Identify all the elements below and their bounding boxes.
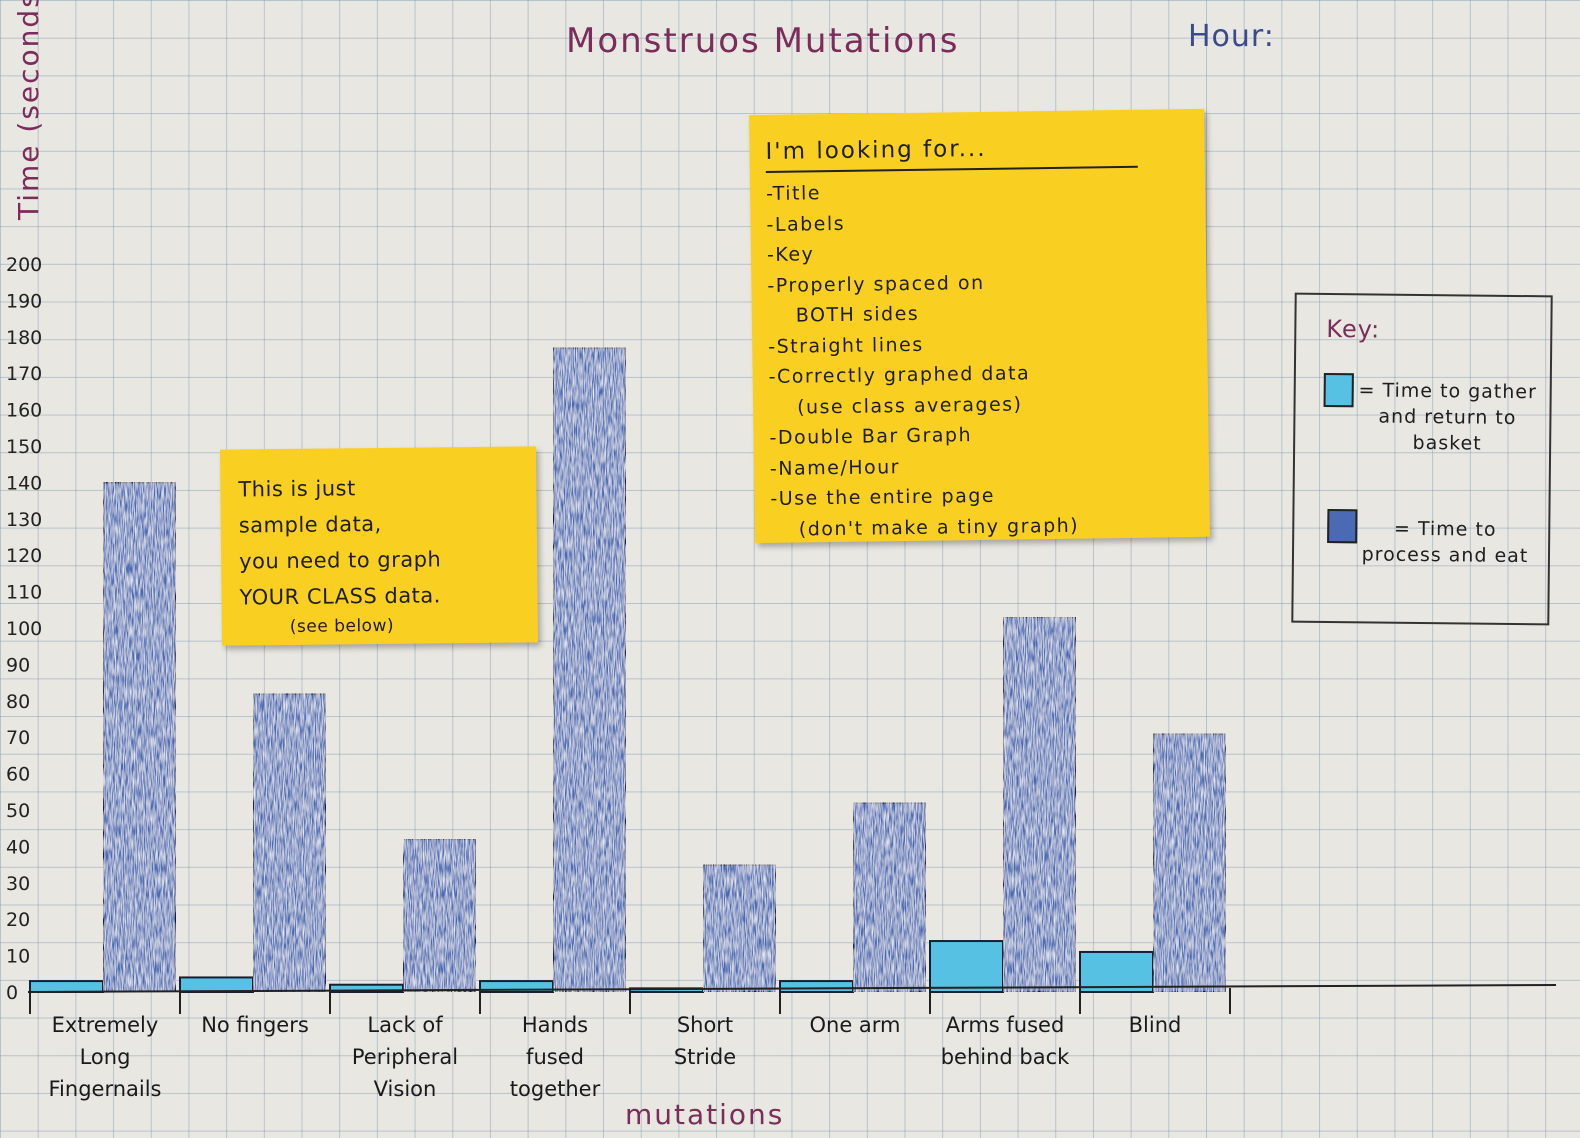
bar-process-2 xyxy=(402,838,477,993)
sample-note-line: you need to graph xyxy=(239,547,442,574)
criteria-item: (don't make a tiny graph) xyxy=(798,514,1080,541)
bars-group xyxy=(29,346,1227,994)
chart-title: Monstruos Mutations xyxy=(566,21,959,61)
bar-gather-0 xyxy=(29,980,104,994)
key-label-gather: = Time to gather and return to basket xyxy=(1358,379,1537,455)
category-label: Hands xyxy=(522,1013,588,1037)
y-tick-label: 170 xyxy=(6,363,42,385)
category-label: fused xyxy=(526,1045,584,1069)
y-tick-label: 70 xyxy=(6,727,30,749)
y-tick-label: 150 xyxy=(6,436,42,458)
chart-key: Key: = Time to gather and return to bask… xyxy=(1291,292,1553,626)
category-label: Fingernails xyxy=(49,1077,162,1101)
category-label: together xyxy=(510,1077,601,1101)
sample-note-footnote: (see below) xyxy=(289,615,395,637)
bar-gather-6 xyxy=(929,940,1004,993)
sample-note-line: sample data, xyxy=(238,511,382,538)
bar-process-7 xyxy=(1152,732,1227,993)
y-tick-label: 180 xyxy=(6,327,42,349)
category-label: Long xyxy=(80,1045,131,1069)
y-tick-label: 60 xyxy=(6,764,30,786)
sample-note-line: This is just xyxy=(238,476,356,502)
bar-process-1 xyxy=(252,692,327,994)
bar-gather-1 xyxy=(179,976,254,994)
y-tick-label: 100 xyxy=(6,618,42,640)
key-title: Key: xyxy=(1326,314,1381,344)
bar-process-6 xyxy=(1002,616,1077,994)
y-tick-label: 0 xyxy=(6,982,18,1004)
criteria-list: -Title -Labels -Key -Properly spaced on BOTH… xyxy=(766,173,1194,545)
category-label: Vision xyxy=(374,1077,437,1101)
y-tick-label: 110 xyxy=(6,582,42,604)
bar-gather-7 xyxy=(1079,950,1154,994)
category-labels: Extremely Long Fingernails No fingers Lack o… xyxy=(49,1013,1182,1101)
y-axis-title: Time (seconds) xyxy=(12,0,45,221)
y-tick-label: 90 xyxy=(6,654,30,676)
y-tick-label: 40 xyxy=(6,836,30,858)
category-label: behind back xyxy=(941,1045,1070,1069)
category-label: Lack of xyxy=(367,1013,443,1037)
bar-process-4 xyxy=(702,863,777,993)
criteria-heading: I'm looking for... xyxy=(765,133,1139,173)
sample-data-sticky-note: This is just sample data, you need to gr… xyxy=(219,446,539,646)
y-tick-label: 130 xyxy=(6,509,42,531)
y-tick-label: 120 xyxy=(6,545,42,567)
category-label: One arm xyxy=(809,1013,900,1037)
x-axis-ticks xyxy=(29,988,1231,1014)
y-tick-label: 50 xyxy=(6,800,30,822)
category-label: Short xyxy=(677,1013,733,1037)
y-tick-label: 140 xyxy=(6,472,42,494)
y-tick-label: 30 xyxy=(6,873,30,895)
y-axis-ticks: 0 10 20 30 40 50 60 70 80 90 100 110 120 130 140 150 160… xyxy=(6,254,42,1004)
category-label: No fingers xyxy=(201,1013,309,1037)
y-tick-label: 20 xyxy=(6,909,30,931)
category-label: Arms fused xyxy=(946,1013,1065,1037)
y-tick-label: 190 xyxy=(6,290,42,312)
category-label: Peripheral xyxy=(352,1045,458,1069)
x-axis-line xyxy=(27,984,1557,993)
criteria-sticky-note: I'm looking for... -Title -Labels -Key -Pro… xyxy=(749,108,1210,545)
y-tick-label: 200 xyxy=(6,254,42,276)
key-swatch-gather xyxy=(1323,372,1354,408)
bar-process-0 xyxy=(102,481,177,993)
category-label: Blind xyxy=(1129,1013,1182,1037)
key-swatch-process xyxy=(1327,509,1358,544)
y-tick-label: 80 xyxy=(6,691,30,713)
key-label-process: = Time to process and eat xyxy=(1361,517,1529,568)
bar-process-5 xyxy=(852,801,927,993)
bar-gather-5 xyxy=(779,980,854,994)
y-tick-label: 10 xyxy=(6,946,30,968)
bar-process-3 xyxy=(552,346,627,994)
category-label: Stride xyxy=(674,1045,736,1069)
hour-label: Hour: xyxy=(1188,19,1275,54)
y-tick-label: 160 xyxy=(6,400,42,422)
x-axis-title: mutations xyxy=(625,1098,784,1131)
category-label: Extremely xyxy=(52,1013,159,1037)
sample-note-line: YOUR CLASS data. xyxy=(239,583,442,610)
